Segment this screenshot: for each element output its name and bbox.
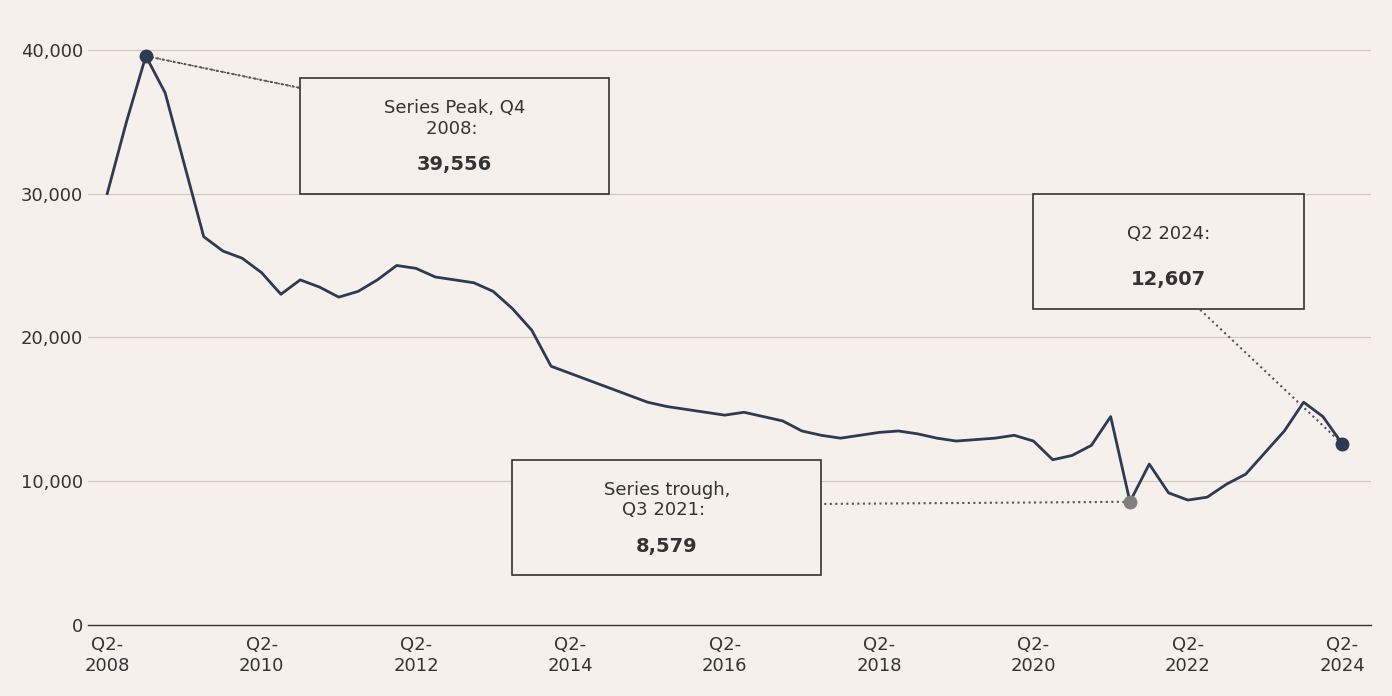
FancyBboxPatch shape <box>512 460 821 575</box>
Text: Series trough,
Q3 2021:: Series trough, Q3 2021: <box>604 481 729 519</box>
Text: 39,556: 39,556 <box>418 155 493 174</box>
Text: 12,607: 12,607 <box>1130 270 1205 290</box>
FancyBboxPatch shape <box>301 79 608 193</box>
Text: Q2 2024:: Q2 2024: <box>1128 225 1210 243</box>
Text: Series Peak, Q4
2008:: Series Peak, Q4 2008: <box>384 100 525 138</box>
FancyBboxPatch shape <box>1033 193 1304 308</box>
Text: 8,579: 8,579 <box>636 537 697 555</box>
